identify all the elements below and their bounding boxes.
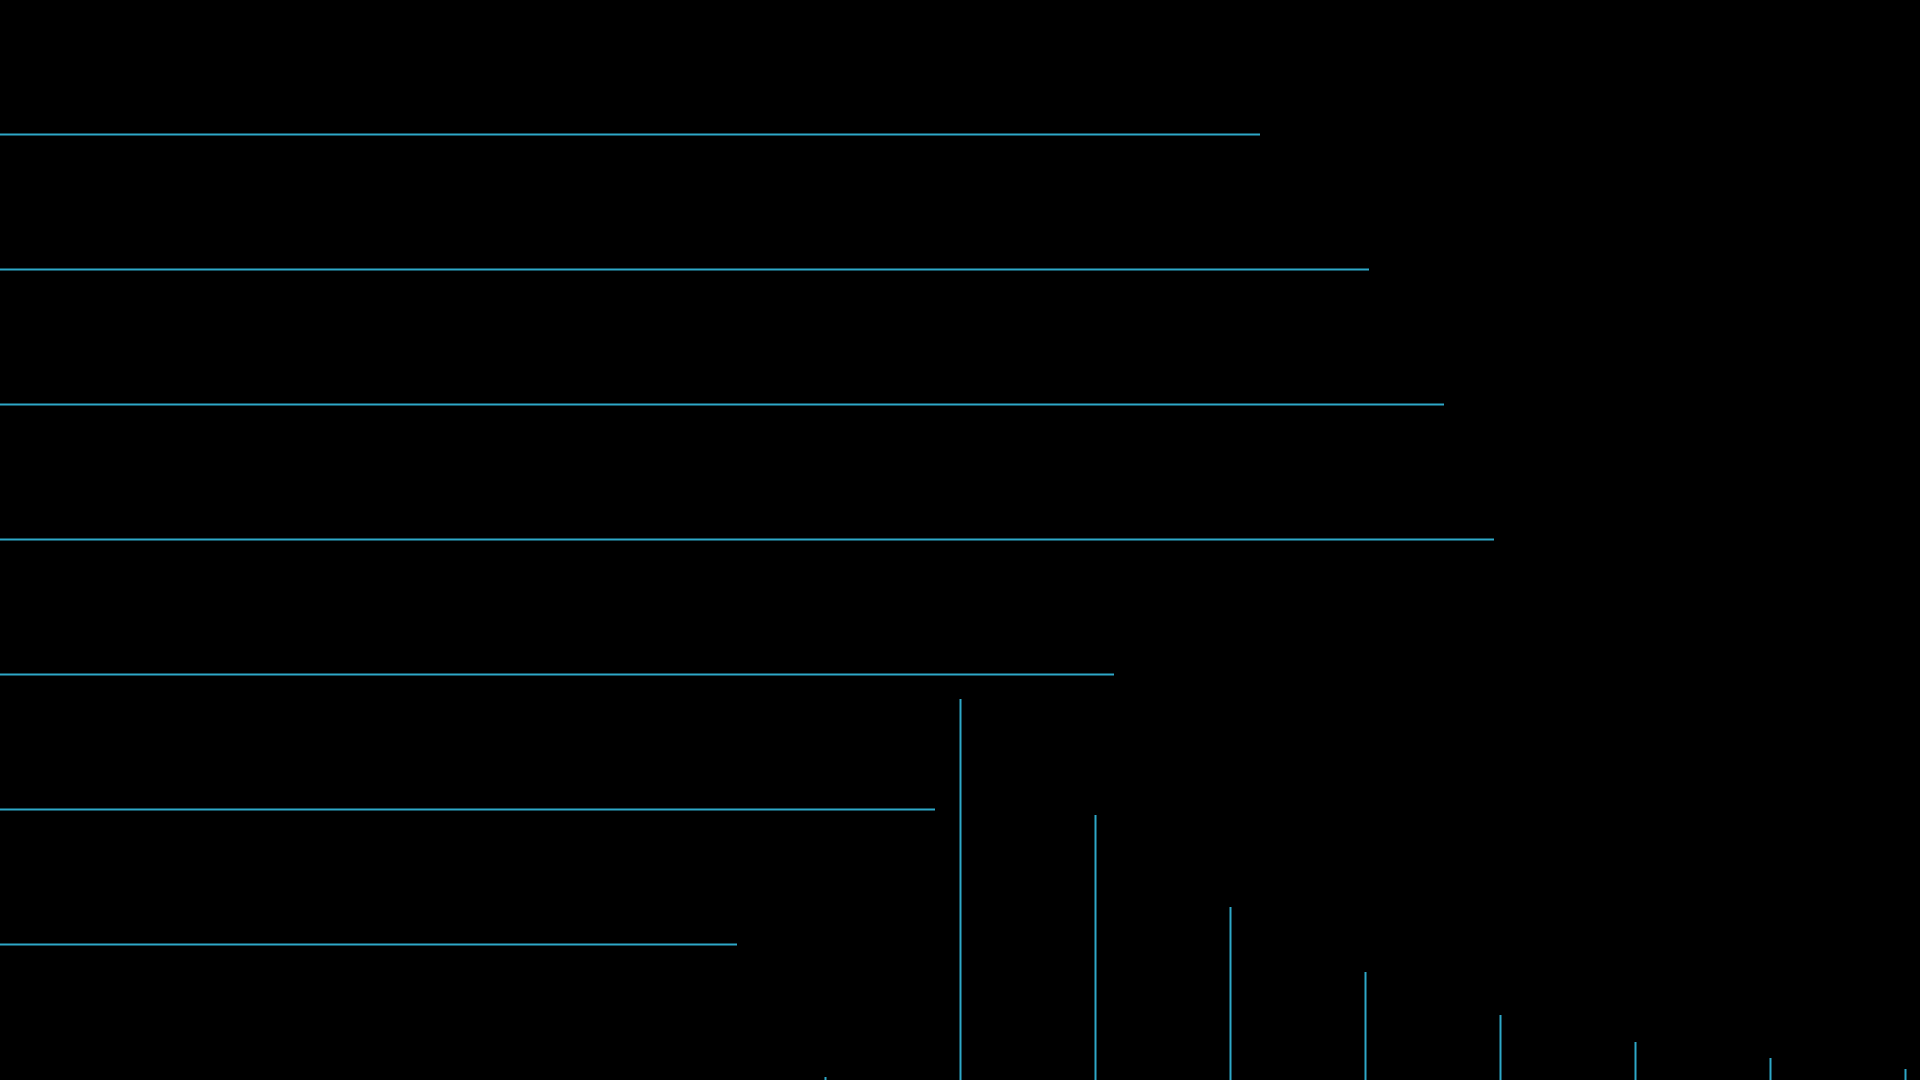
horizontal-lines [0,133,1494,946]
vertical-lines [824,699,1907,1080]
